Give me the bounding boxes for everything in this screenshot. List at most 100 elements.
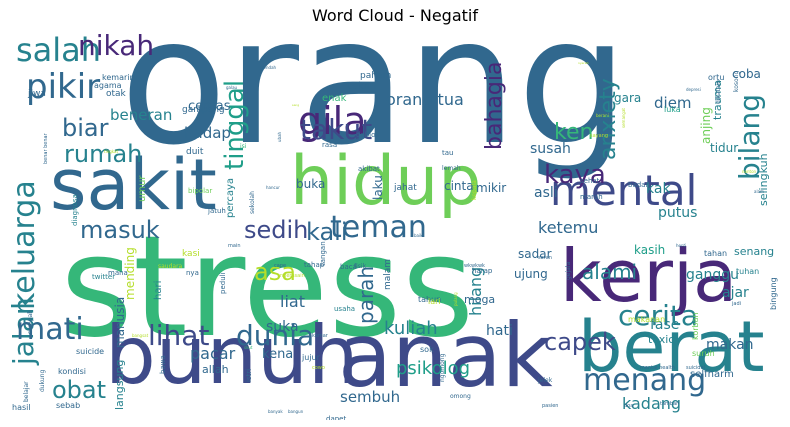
word-marah: marah	[580, 193, 603, 201]
word-orang: orang	[120, 30, 629, 184]
word-pasien: pasien	[542, 403, 559, 409]
word-cowo: cowo	[312, 365, 325, 371]
word-liat: liat	[280, 292, 305, 311]
word-saran: saran	[538, 255, 552, 261]
word-baik: baik	[414, 233, 423, 238]
word-dukung: dukung	[39, 369, 46, 392]
word-tidur: tidur	[710, 141, 739, 155]
word-tahan: tahan	[704, 249, 728, 258]
word-ken: ken	[554, 120, 594, 145]
word-susah: susah	[530, 141, 571, 157]
word-sang: sang	[292, 103, 300, 107]
word-kerja: kerja	[560, 234, 738, 318]
word-anak: anak	[338, 304, 553, 407]
word-akibat: akibat	[358, 165, 380, 173]
word-alam: alam	[754, 189, 764, 194]
word-rasa: rasa	[322, 141, 338, 149]
word-makanan: makanan	[628, 315, 666, 324]
word-otak: otak	[106, 89, 126, 99]
word-gejala: gejala	[565, 261, 572, 280]
word-kadang: kadang	[622, 394, 682, 413]
chart-title: Word Cloud - Negatif	[312, 6, 478, 25]
word-kemarin: kemarin	[102, 73, 135, 82]
word-lemah: lemah	[442, 165, 461, 172]
word-jelek: jelek	[538, 377, 553, 384]
word-sadar: sadar	[518, 247, 552, 261]
word-percaya: percaya	[225, 177, 236, 218]
word-hidup: hidup	[290, 142, 482, 221]
word-ortu: ortu	[708, 73, 725, 82]
word-takut: takut	[300, 113, 373, 146]
word-isi: isi	[240, 143, 247, 150]
word-sakit: sakit	[50, 144, 217, 226]
word-lari: lari	[428, 297, 441, 306]
word-goblok: goblok	[356, 131, 380, 139]
word-pikir: pikir	[26, 67, 101, 107]
word-sembuh: sembuh	[340, 388, 401, 406]
word-hancur: hancur	[266, 185, 280, 190]
word-tau: tau	[442, 149, 454, 157]
word-hasil: hasil	[12, 403, 31, 412]
word-senang: senang	[734, 245, 775, 258]
word-kaya: kaya	[544, 160, 606, 190]
word-nikah: nikah	[78, 30, 155, 62]
word-gara: gara	[614, 91, 642, 105]
word-moga: moga	[464, 293, 496, 306]
word-banyak: banyak	[268, 409, 283, 414]
word-semangat: semangat	[621, 108, 626, 128]
word-bahagia: bahagia	[482, 61, 507, 150]
word-cemas: cemas	[188, 99, 231, 114]
word-tuhan: tuhan	[736, 267, 760, 276]
word-berani: berani	[596, 113, 609, 118]
word-makan: makan	[706, 337, 754, 353]
word-capek: capek	[544, 328, 616, 356]
word-teman: teman	[330, 210, 427, 245]
word-diagnosa: diagnosa	[71, 194, 79, 226]
word-nya: nya	[186, 269, 199, 277]
word-gila: gila	[298, 99, 367, 143]
word-hadap: hadap	[184, 124, 231, 142]
word-asa: asa	[254, 258, 296, 286]
word-cape: cape	[274, 263, 287, 269]
word-sebab: sebab	[56, 401, 81, 410]
word-cloud: orang stress anak bunuh sakit hidup berat kerja…	[10, 30, 780, 420]
word-twitter: twitter	[92, 273, 116, 281]
word-ngomong: ngomong	[439, 353, 446, 382]
word-berat: berat	[578, 306, 765, 388]
word-wkwkwk: wkwkwk	[464, 263, 485, 269]
word-rumah: rumah	[64, 140, 143, 168]
word-beneran: beneran	[110, 106, 173, 124]
word-mental: mental	[550, 166, 698, 215]
word-ngerasain: ngerasain	[280, 273, 305, 279]
word-kondisi: kondisi	[58, 367, 87, 376]
word-fase: fase	[650, 317, 680, 333]
word-tahap: tahap	[304, 261, 325, 269]
word-skut: skut	[244, 345, 253, 350]
word-sedih: sedih	[244, 216, 309, 244]
word-nyerah: nyerah	[578, 61, 589, 65]
word-pulang: pulang	[453, 292, 458, 306]
word-putus: putus	[658, 205, 698, 221]
word-psikolog: psikolog	[396, 358, 471, 379]
word-tingkat: tingkat	[104, 149, 119, 154]
word-allah: allah	[202, 363, 229, 376]
word-istri: istri	[245, 368, 253, 382]
word-selfharm: selfharm	[690, 369, 734, 380]
word-cerita: cerita	[618, 299, 699, 332]
word-keluarga: keluarga	[10, 180, 42, 310]
word-omong: omong	[450, 393, 471, 400]
word-jadi: jadi	[732, 301, 742, 307]
word-manusia: manusia	[113, 296, 127, 348]
word-agama: agama	[94, 81, 122, 90]
word-ujung: ujung	[514, 267, 548, 281]
word-kasi: kasi	[182, 249, 200, 259]
word-toxic: toxic	[648, 333, 675, 346]
word-mati: mati	[16, 312, 84, 347]
word-stress: stress	[60, 206, 475, 369]
word-bipolar: bipolar	[188, 187, 213, 195]
word-bangsat: bangsat	[132, 333, 149, 338]
word-duit: duit	[186, 147, 204, 157]
word-hati: hati	[486, 323, 513, 339]
word-korban: korban	[691, 312, 700, 340]
word-obat: obat	[52, 376, 107, 404]
